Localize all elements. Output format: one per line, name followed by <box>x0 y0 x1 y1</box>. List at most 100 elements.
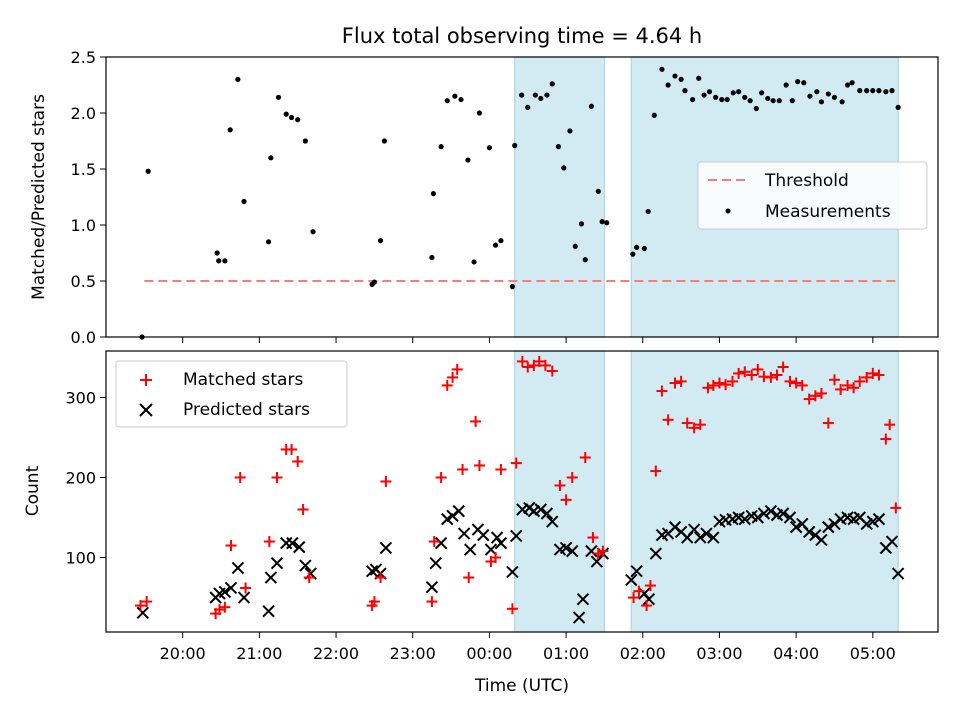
matched-star-point <box>522 361 534 373</box>
x-tick-label: 20:00 <box>160 644 206 663</box>
matched-star-point <box>587 532 599 544</box>
predicted-star-point <box>510 529 523 543</box>
measurement-point <box>776 98 782 104</box>
measurement-point <box>595 188 601 194</box>
measurement-point <box>659 66 665 72</box>
matched-star-point <box>777 361 789 373</box>
matched-star-point <box>641 600 653 612</box>
predicted-star-point <box>546 515 559 528</box>
predicted-star-point <box>694 531 707 544</box>
matched-star-point <box>579 451 591 463</box>
measurement-point <box>759 90 765 96</box>
measurement-point <box>295 117 301 123</box>
matched-star-point <box>597 545 609 557</box>
predicted-star-point <box>270 556 284 570</box>
predicted-star-point <box>815 533 828 547</box>
measurement-point <box>795 79 801 85</box>
matched-star-point <box>234 471 246 483</box>
legend-measurements-label: Measurements <box>765 202 891 222</box>
measurement-point <box>634 244 640 250</box>
predicted-star-point <box>738 512 751 526</box>
predicted-star-point <box>379 541 393 555</box>
predicted-star-point <box>286 536 299 550</box>
bottom-y-ticks: 100 200 300 <box>65 388 106 568</box>
predicted-star-point <box>559 541 573 555</box>
matched-star-point <box>873 369 885 381</box>
legend-predicted-label: Predicted stars <box>183 400 310 420</box>
matched-star-point <box>650 465 662 477</box>
matched-star-point <box>506 603 518 615</box>
predicted-star-point <box>757 507 771 520</box>
measurement-point <box>498 238 504 244</box>
measurement-point <box>512 142 518 149</box>
top-legend: Threshold Measurements <box>697 161 928 230</box>
measurement-point <box>241 198 247 205</box>
matched-star-point <box>271 471 283 483</box>
predicted-star-point <box>477 528 490 542</box>
matched-star-point <box>633 585 645 597</box>
legend-measurements-swatch <box>725 208 731 214</box>
measurement-point <box>678 76 684 82</box>
measurement-point <box>864 88 870 94</box>
matched-star-point <box>796 379 808 391</box>
measurement-point <box>555 144 562 150</box>
predicted-star-point <box>625 573 638 587</box>
y-tick-label: 200 <box>65 468 96 487</box>
matched-star-point <box>240 582 252 594</box>
measurement-point <box>599 219 605 225</box>
predicted-star-point <box>494 536 508 550</box>
measurement-point <box>747 98 753 104</box>
matched-star-point <box>566 471 578 483</box>
predicted-star-point <box>540 507 554 520</box>
matched-star-point <box>510 457 522 469</box>
measurement-point <box>519 92 525 98</box>
measurement-point <box>235 76 241 82</box>
measurement-point <box>825 91 831 97</box>
matched-star-point <box>546 365 558 377</box>
measurement-point <box>645 208 651 215</box>
matched-star-point <box>447 371 459 383</box>
measurement-point <box>730 90 736 96</box>
measurement-point <box>222 258 228 264</box>
matched-star-point <box>720 379 732 391</box>
measurement-point <box>145 168 151 174</box>
predicted-star-point <box>572 611 586 624</box>
matched-star-point <box>702 382 714 394</box>
predicted-star-point <box>506 565 519 579</box>
measurement-point <box>371 279 377 285</box>
matched-star-point <box>554 479 566 491</box>
measurement-point <box>288 114 295 121</box>
chart-title: Flux total observing time = 4.64 h <box>342 24 702 48</box>
predicted-star-point <box>452 504 465 518</box>
matched-star-point <box>292 455 304 467</box>
top-legend-box <box>697 161 928 230</box>
measurement-point <box>544 92 550 98</box>
x-tick-label: 00:00 <box>466 644 512 663</box>
legend-threshold-label: Threshold <box>764 171 849 191</box>
matched-star-point <box>854 375 866 387</box>
predicted-star-point <box>789 520 803 534</box>
measurement-point <box>630 251 636 257</box>
predicted-star-point <box>457 527 471 540</box>
measurement-point <box>604 220 610 226</box>
measurement-point <box>870 88 876 94</box>
measurement-point <box>831 94 838 100</box>
predicted-star-point <box>891 567 905 580</box>
shaded-region <box>514 350 606 633</box>
predicted-star-point <box>783 511 797 524</box>
measurement-point <box>283 111 289 117</box>
measurement-point <box>588 103 594 109</box>
matched-star-point <box>219 601 231 613</box>
measurement-point <box>844 82 851 88</box>
matched-star-point <box>890 502 902 514</box>
matched-star-point <box>809 390 821 402</box>
y-tick-label: 300 <box>65 388 96 407</box>
matched-star-point <box>470 415 482 427</box>
predicted-star-point <box>822 520 835 534</box>
matched-star-point <box>675 375 687 387</box>
x-axis-label: Time (UTC) <box>474 676 569 696</box>
measurement-point <box>857 88 863 94</box>
measurement-point <box>818 99 825 105</box>
matched-star-point <box>426 596 438 608</box>
